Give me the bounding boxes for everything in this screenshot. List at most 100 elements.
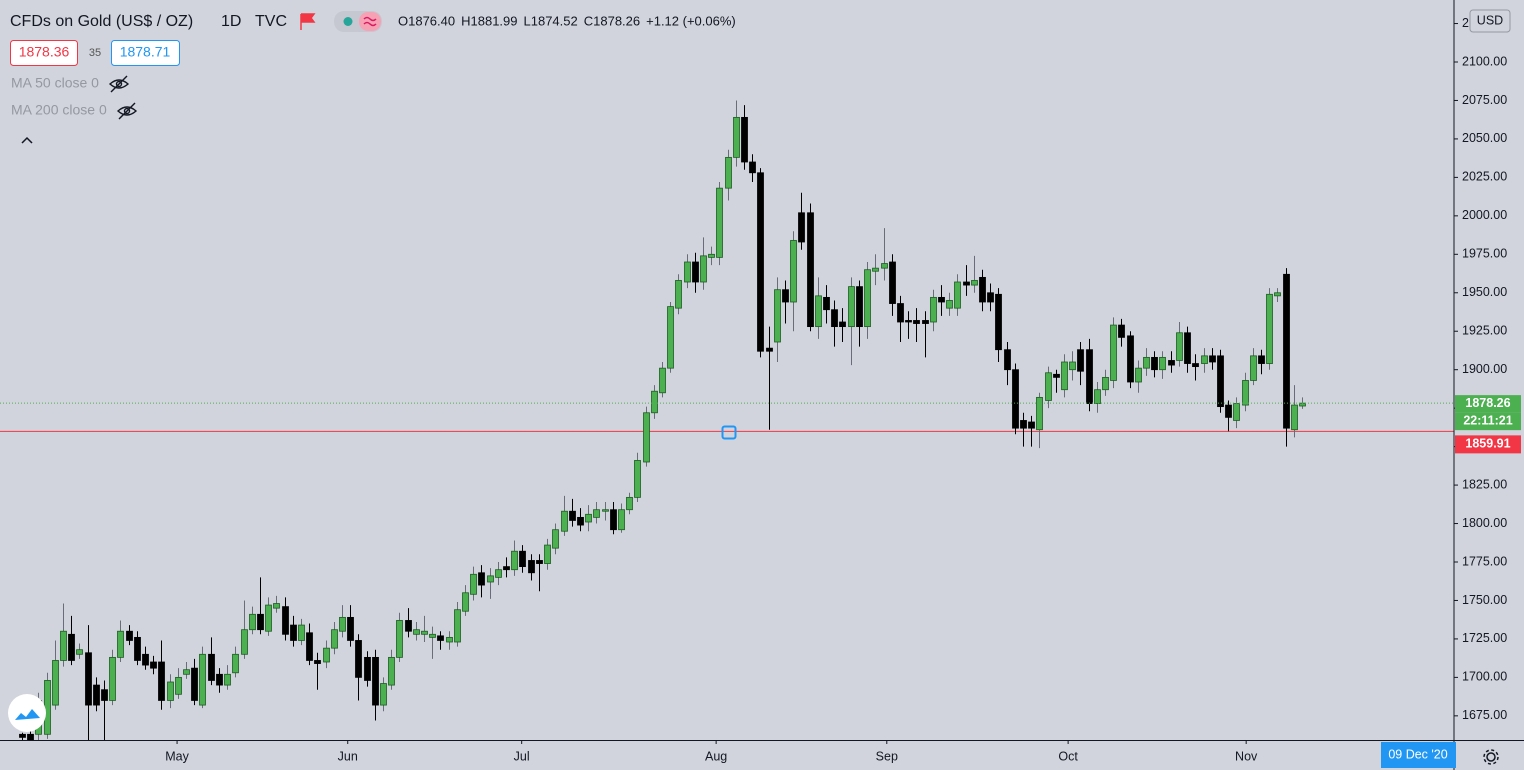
market-open-dot [343,17,353,26]
x-tick-label: Jul [514,749,530,763]
candle-body [52,660,59,706]
candle-body [273,603,280,609]
delayed-icon [363,16,377,27]
candle-body [536,560,543,564]
candle-body [257,613,264,631]
candle-body [478,572,485,586]
indicator-label[interactable]: MA 200 close 0 [11,102,107,118]
candle-body [618,509,625,531]
y-tick-label: 1950.00 [1462,285,1507,299]
last-price-box [1455,395,1521,413]
candle-body [101,689,108,701]
countdown-box [1455,412,1521,431]
y-tick-label: 1800.00 [1462,516,1507,530]
candle-body [1274,292,1281,297]
crosshair-date: 09 Dec '20 [1388,747,1447,761]
candle-body [68,633,75,661]
candle-body [798,212,805,243]
hidden-eye-icon[interactable] [116,102,138,120]
candle-body [1094,389,1101,404]
candle-body [749,161,756,174]
candle-body [117,630,124,658]
symbol[interactable]: CFDs on Gold (US$ / OZ) [10,13,193,30]
ohlc-value: H1881.99 [461,13,517,28]
candle-body [175,676,182,695]
buy-price[interactable]: 1878.71 [120,44,171,60]
candle-body [856,286,863,328]
flag-icon[interactable] [300,13,316,30]
candle-body [76,649,83,655]
candle-body [519,550,526,568]
x-tick-label: Aug [705,749,727,763]
candle-body [692,261,699,283]
buy-box[interactable] [111,40,180,66]
candle-body [421,630,428,635]
sell-box[interactable] [10,40,78,66]
candle-body [881,263,888,269]
candle-body [282,606,289,635]
candle-body [503,566,510,571]
candle-body [774,289,781,343]
y-tick-label: 1925.00 [1462,324,1507,338]
candle-body [1242,380,1249,406]
y-tick-label: 2025.00 [1462,170,1507,184]
candle-body [347,616,354,641]
candle-body [569,510,576,521]
currency-box[interactable] [1469,9,1511,33]
sell-price[interactable]: 1878.36 [19,44,70,60]
plot-area [0,100,1454,744]
y-tick-label: 1975.00 [1462,247,1507,261]
alert-price-box [1455,435,1521,454]
candle-body [544,544,551,564]
candle-body [27,733,34,741]
candle-body [987,292,994,303]
candle-body [831,309,838,328]
collapse-icon[interactable] [21,136,33,144]
candle-body [872,267,879,272]
candle-body [1127,335,1134,383]
candle-body [167,681,174,701]
candle-body [323,647,330,663]
settings-icon[interactable] [1483,749,1499,765]
candle-body [224,673,231,686]
interval[interactable]: 1D [221,13,241,30]
candle-body [1012,369,1019,429]
y-tick-label: 1725.00 [1462,631,1507,645]
candle-body [241,629,248,655]
candle-body [757,172,764,352]
candle-body [85,652,92,706]
candle-body [1045,372,1052,401]
candle-body [183,669,190,675]
ohlc-value: C1878.26 [584,13,640,28]
candle-body [1077,349,1084,372]
drawing-handle[interactable] [721,425,737,440]
candle-body [232,653,239,674]
candle-body [954,281,961,309]
candle-body [700,255,707,283]
logo[interactable] [8,694,46,732]
ohlc-value: +1.12 (+0.06%) [646,13,736,28]
candle-body [1028,421,1035,429]
hidden-eye-icon[interactable] [108,75,130,93]
candle-body [331,629,338,649]
candle-body [807,212,814,328]
candle-body [388,656,395,686]
candle-body [126,630,133,641]
indicator-label[interactable]: MA 50 close 0 [11,75,99,91]
ohlc-readout: O1876.40 H1881.99 L1874.52 C1878.26 +1.12 (+… [398,13,736,28]
candle-body [602,509,609,512]
countdown: 22:11:21 [1463,413,1512,427]
candle-body [199,653,206,706]
currency[interactable]: USD [1477,13,1503,27]
y-tick-label: 2050.00 [1462,131,1507,145]
candle-body [1135,367,1142,383]
candle-body [659,367,666,394]
candle-body [930,296,937,323]
candle-body [1020,420,1027,429]
candle-body [462,592,469,612]
candle-body [897,303,904,323]
y-tick-label: 2075.00 [1462,93,1507,107]
time-axis [0,740,1524,770]
candle-body [19,733,26,738]
